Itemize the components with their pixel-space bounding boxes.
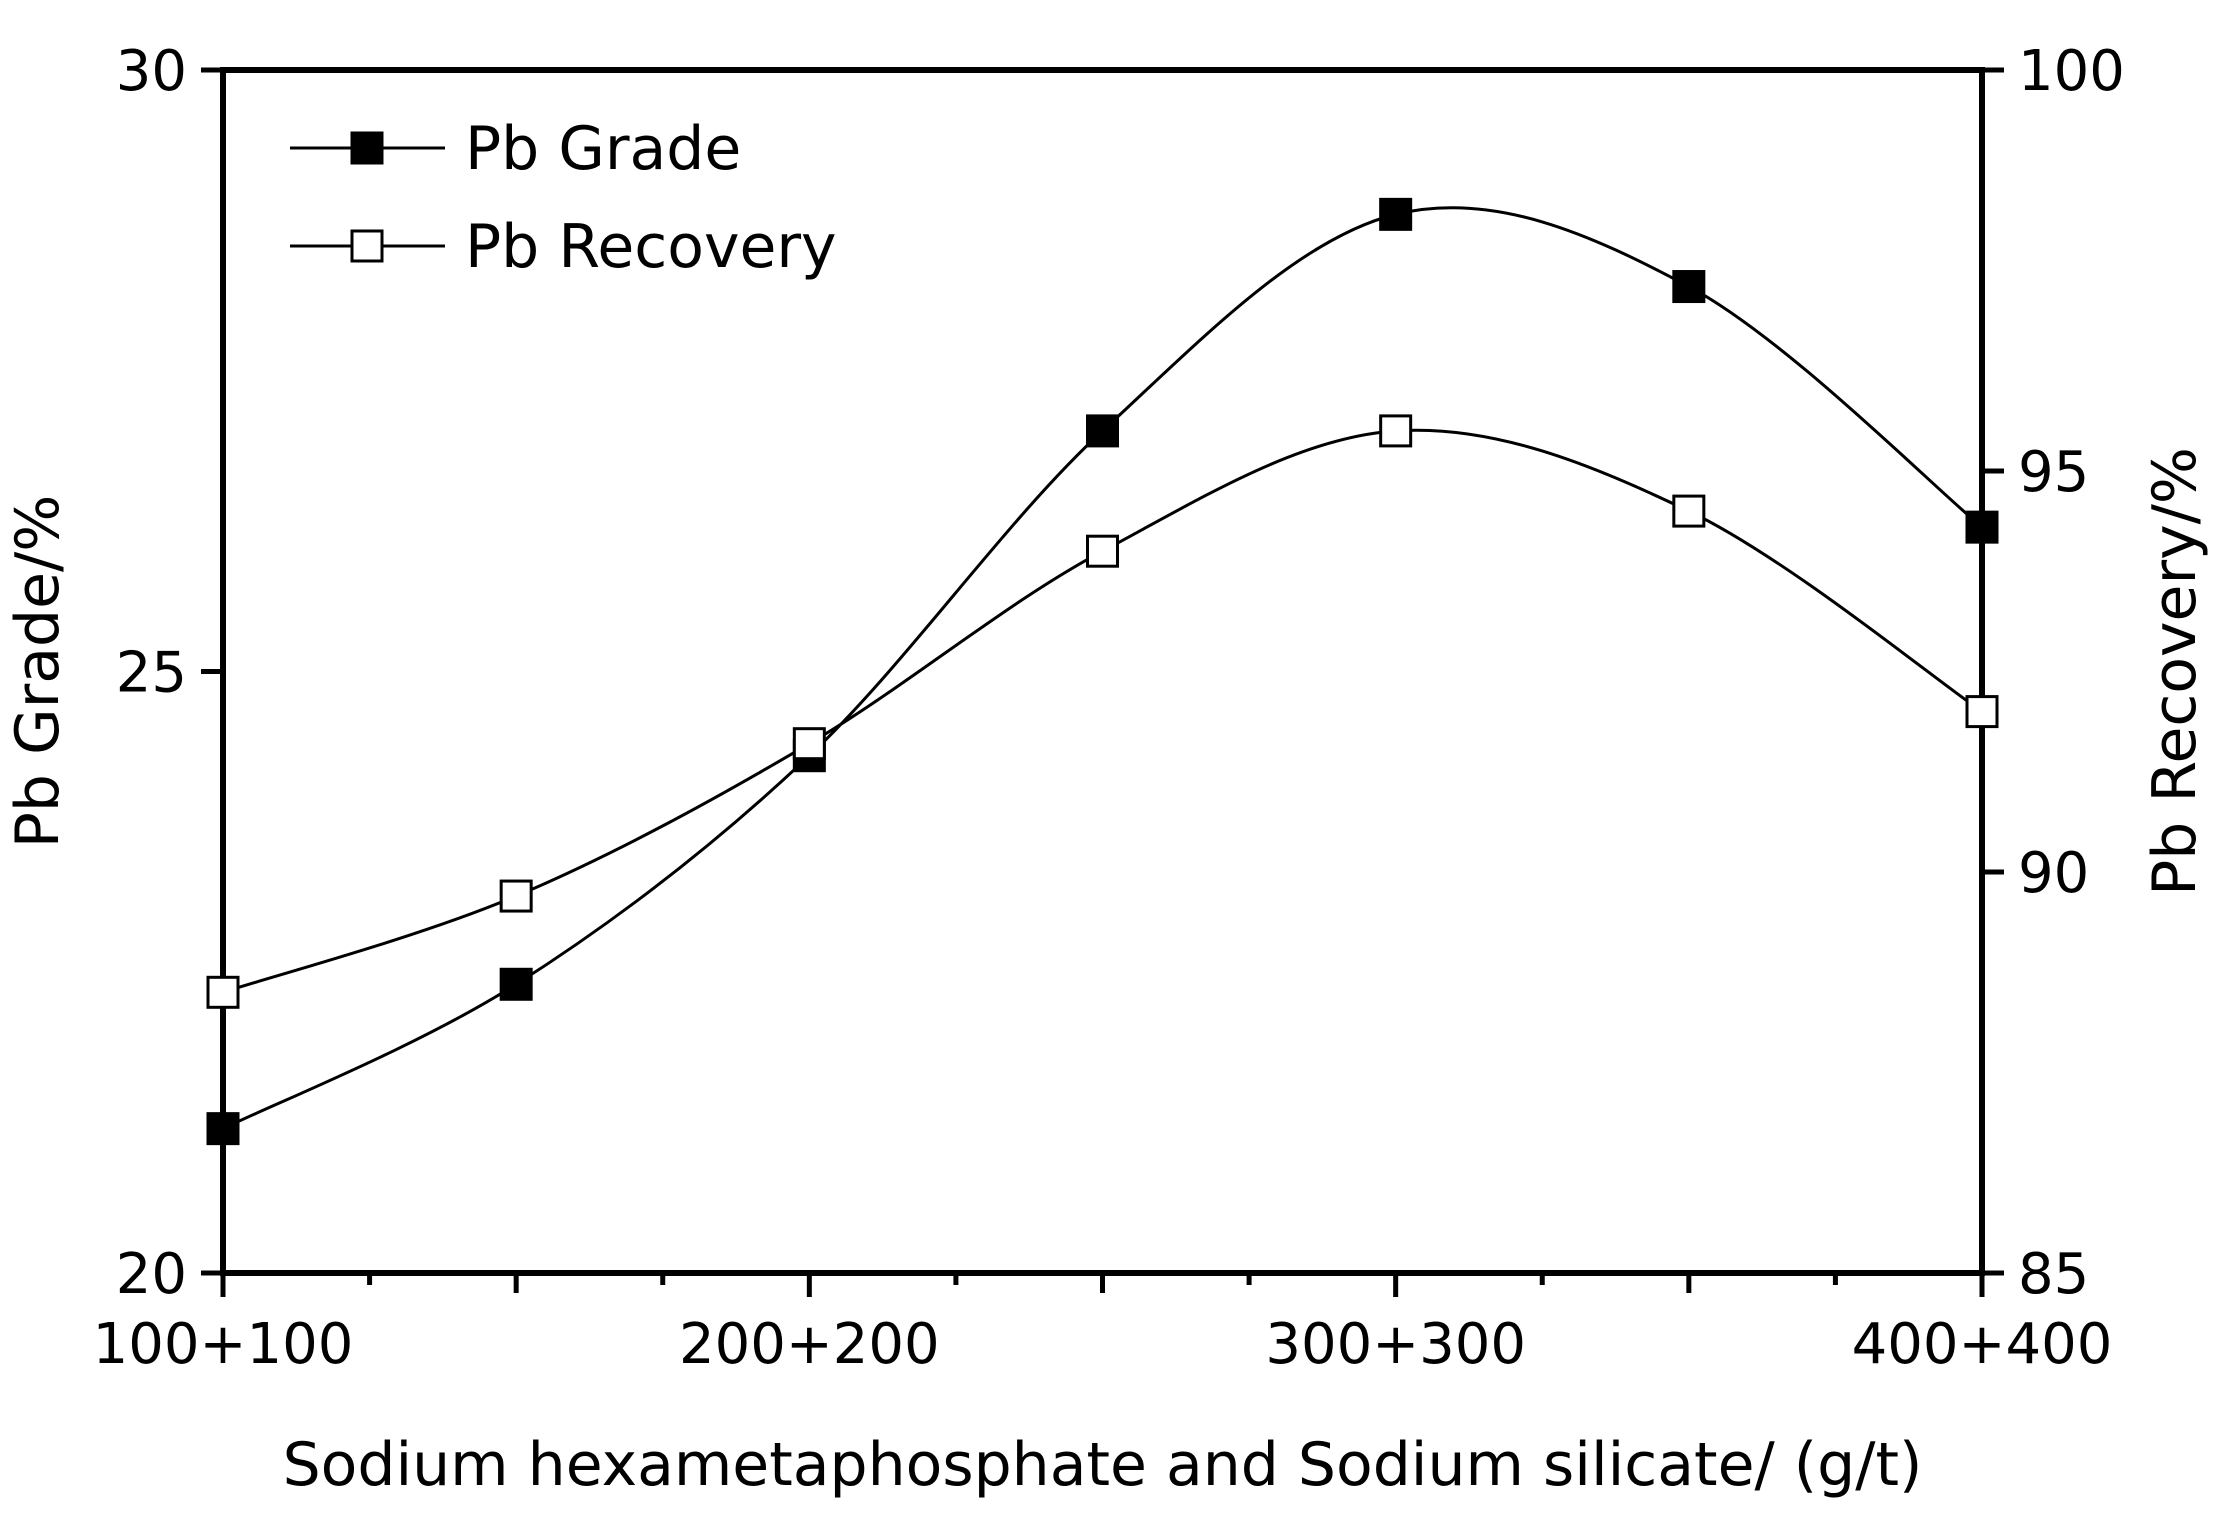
pb-recovery-point [206,975,240,1009]
legend-label-pb-grade: Pb Grade [465,114,741,184]
pb-grade-point [1672,270,1706,304]
x-tick-label: 100+100 [93,1312,354,1377]
pb-grade-point [206,1112,240,1146]
y-axis-left-title: Pb Grade/% [3,495,73,849]
pb-recovery-line [222,428,1983,994]
x-tick-label: 400+400 [1852,1312,2113,1377]
pb-recovery-point [1379,414,1413,448]
series-layer [206,197,1999,1146]
y-right-tick-label: 95 [2018,440,2089,505]
pb-grade-line [222,206,1983,1130]
pb-grade-point [1086,414,1119,448]
pb-recovery-point [1086,534,1119,568]
pb-recovery-point [1672,494,1706,528]
legend-marker-pb-recovery [350,229,384,263]
y-left-tick-label: 20 [116,1242,187,1307]
pb-recovery-point [1965,695,1999,729]
x-tick-label: 300+300 [1265,1312,1526,1377]
y-right-tick-label: 85 [2018,1242,2089,1307]
x-tick-label: 200+200 [679,1312,940,1377]
axes: 100+100 200+200 300+300 400+400 20 25 30 85 90 95… [93,39,2125,1377]
legend-label-pb-recovery: Pb Recovery [465,212,837,282]
y-left-tick-label: 30 [116,39,187,104]
x-axis-title: Sodium hexametaphosphate and Sodium sili… [283,1430,1923,1500]
pb-recovery-point [499,879,533,913]
y-right-tick-label: 90 [2018,841,2089,906]
pb-grade-point [1379,197,1413,231]
y-right-tick-label: 100 [2018,39,2125,104]
y-axis-right-title: Pb Recovery/% [2140,447,2210,896]
pb-recovery-point [792,727,826,761]
pb-grade-point [499,967,533,1001]
legend-marker-pb-grade [350,131,384,165]
y-left-tick-label: 25 [116,641,187,706]
pb-grade-point [1965,510,1999,544]
legend: Pb Grade Pb Recovery [290,114,837,282]
